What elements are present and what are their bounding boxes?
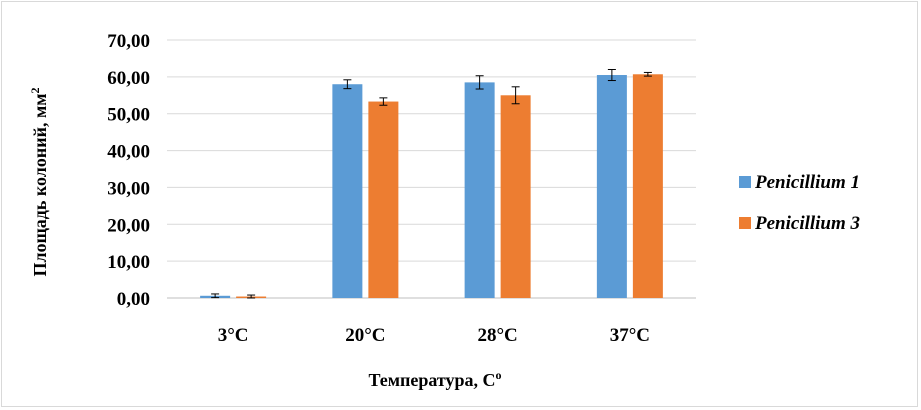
x-tick-label: 20°C (345, 325, 385, 346)
y-tick-label: 60,00 (107, 68, 150, 89)
legend-swatch (739, 217, 751, 229)
error-bars (211, 68, 652, 299)
y-axis-title: Площадь колоний, мм2 (28, 87, 50, 276)
y-tick-label: 20,00 (107, 215, 150, 236)
y-tick-label: 70,00 (107, 31, 150, 52)
x-tick-label: 28°C (477, 325, 517, 346)
x-tick-label: 3°C (218, 325, 249, 346)
x-tick-label: 37°C (610, 325, 650, 346)
y-tick-label: 50,00 (107, 105, 150, 126)
y-tick-label: 40,00 (107, 142, 150, 163)
y-tick-label: 0,00 (117, 289, 150, 310)
legend-swatch (739, 176, 751, 188)
bar (596, 75, 627, 298)
bar (368, 101, 399, 299)
x-axis-title: Температура, Со (368, 368, 501, 390)
y-axis-ticks: 0,00 10,00 20,00 30,00 40,00 50,00 60,00 70,00 (107, 31, 150, 310)
legend-label: Penicillium 1 (754, 172, 860, 193)
y-tick-label: 30,00 (107, 178, 150, 199)
legend-label: Penicillium 3 (754, 213, 860, 234)
bar (464, 82, 495, 298)
bar (332, 84, 363, 298)
bar (632, 74, 663, 298)
y-tick-label: 10,00 (107, 252, 150, 273)
bars (200, 74, 663, 299)
legend: Penicillium 1 Penicillium 3 (739, 172, 860, 234)
x-axis-ticks: 3°C 20°C 28°C 37°C (218, 325, 650, 346)
bar (500, 95, 531, 299)
